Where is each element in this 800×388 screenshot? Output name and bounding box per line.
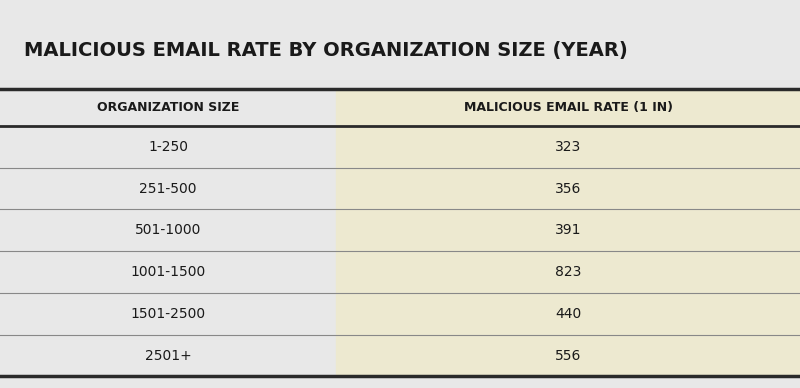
Bar [0,89,336,126]
Bar [336,251,800,293]
Text: MALICIOUS EMAIL RATE BY ORGANIZATION SIZE (YEAR): MALICIOUS EMAIL RATE BY ORGANIZATION SIZ… [24,41,628,60]
Bar [336,168,800,210]
Text: MALICIOUS EMAIL RATE (1 IN): MALICIOUS EMAIL RATE (1 IN) [463,101,673,114]
Bar [336,89,800,126]
Text: 1001-1500: 1001-1500 [130,265,206,279]
Bar [0,251,336,293]
Text: ORGANIZATION SIZE: ORGANIZATION SIZE [97,101,239,114]
Bar [0,126,336,168]
Bar [336,210,800,251]
Text: 823: 823 [555,265,581,279]
Bar [0,293,336,334]
Text: 501-1000: 501-1000 [135,223,201,237]
Bar [336,334,800,376]
Text: 356: 356 [555,182,581,196]
Text: 391: 391 [554,223,582,237]
Text: 2501+: 2501+ [145,348,191,362]
Text: 556: 556 [555,348,581,362]
Text: 323: 323 [555,140,581,154]
Bar [336,293,800,334]
Bar [336,126,800,168]
Text: 1501-2500: 1501-2500 [130,307,206,321]
Text: 251-500: 251-500 [139,182,197,196]
Text: 1-250: 1-250 [148,140,188,154]
Bar [0,334,336,376]
Bar [0,168,336,210]
Bar [0,210,336,251]
Text: 440: 440 [555,307,581,321]
